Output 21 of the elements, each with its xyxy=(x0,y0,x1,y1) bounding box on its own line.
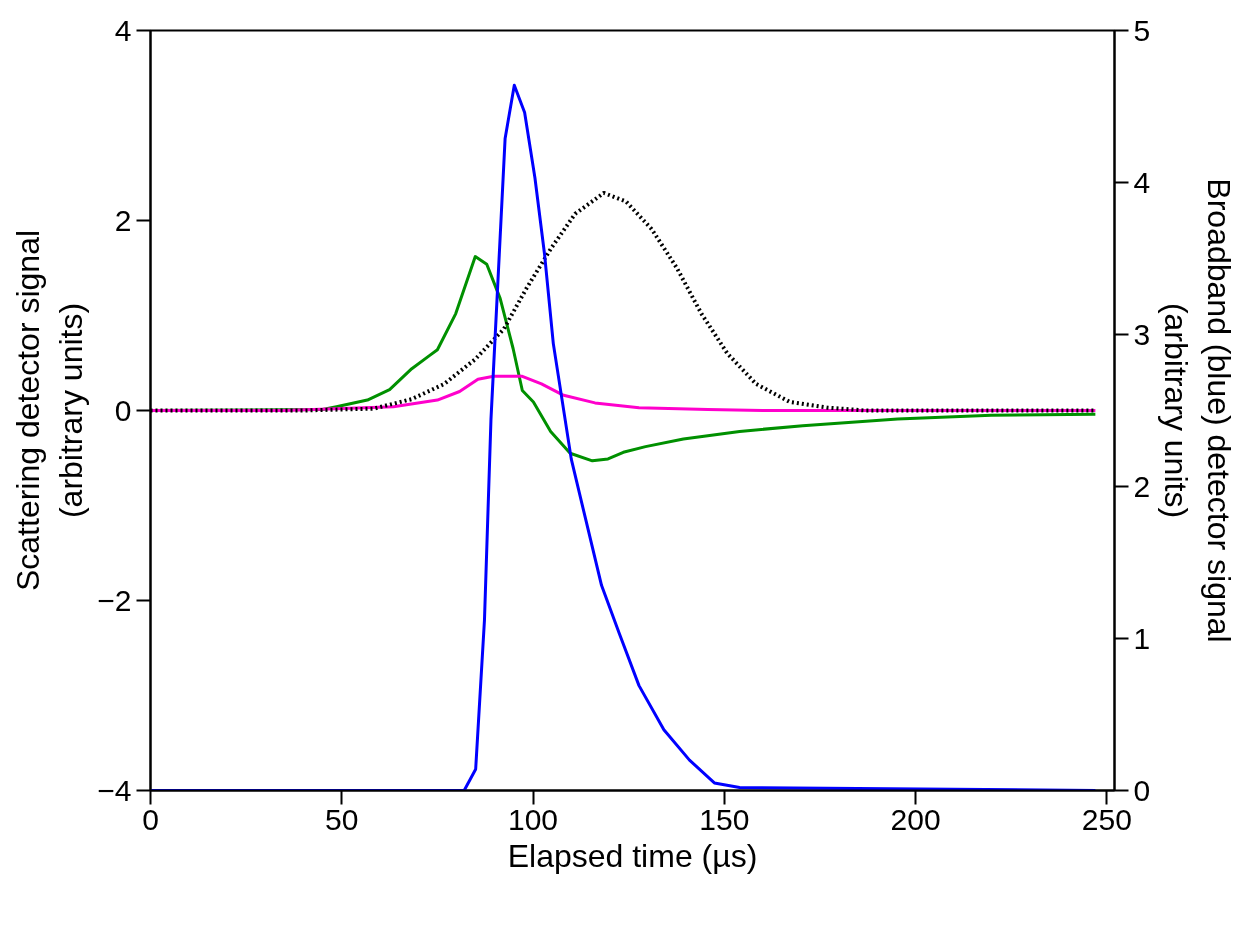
y2-tick-label: 4 xyxy=(1133,165,1151,199)
x-tick-label: 150 xyxy=(699,802,750,836)
x-tick-label: 200 xyxy=(890,802,941,836)
y2-tick-label: 2 xyxy=(1133,469,1151,503)
x-axis-title: Elapsed time (µs) xyxy=(507,837,758,874)
y-tick-label: 0 xyxy=(114,393,132,427)
y2-tick-label: 1 xyxy=(1133,621,1151,655)
y2-tick-label: 0 xyxy=(1133,773,1151,807)
x-tick-label: 0 xyxy=(142,802,159,836)
x-tick-label: 100 xyxy=(508,802,559,836)
y-tick-label: 2 xyxy=(114,203,132,237)
line-series xyxy=(150,83,1097,791)
x-tick-label: 250 xyxy=(1081,802,1132,836)
x-tick-label: 50 xyxy=(325,802,359,836)
y2-tick-label: 3 xyxy=(1133,317,1151,351)
y-tick-label: −2 xyxy=(97,583,132,617)
y2-tick-label: 5 xyxy=(1133,13,1151,47)
y-tick-label: −4 xyxy=(97,773,132,807)
y-tick-label: 4 xyxy=(114,13,132,47)
y2-axis-title: Broadband (blue) detector signal (arbitrary units) xyxy=(1158,178,1238,643)
y-axis-title: Scattering detector signal (arbitrary units) xyxy=(10,229,90,592)
